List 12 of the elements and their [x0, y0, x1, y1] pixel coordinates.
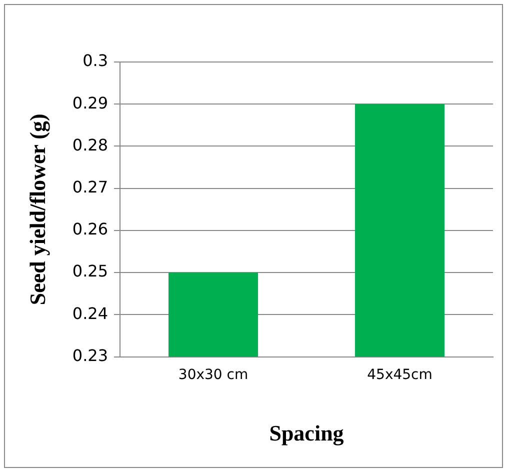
y-tick-label: 0.29 — [72, 93, 108, 112]
y-axis-title: Seed yield/flower (g) — [24, 114, 50, 306]
y-tick-label: 0.24 — [72, 304, 108, 323]
y-tick-label: 0.3 — [82, 51, 108, 70]
y-tick-label: 0.26 — [72, 220, 108, 239]
y-tick-label: 0.28 — [72, 135, 108, 154]
x-tick-label: 30x30 cm — [178, 366, 248, 383]
x-tick-label: 45x45cm — [367, 366, 432, 383]
y-tick-label: 0.27 — [72, 178, 108, 196]
y-tick-label: 0.23 — [72, 346, 108, 365]
x-axis-title: Spacing — [269, 420, 344, 446]
y-tick-label: 0.25 — [72, 262, 108, 281]
